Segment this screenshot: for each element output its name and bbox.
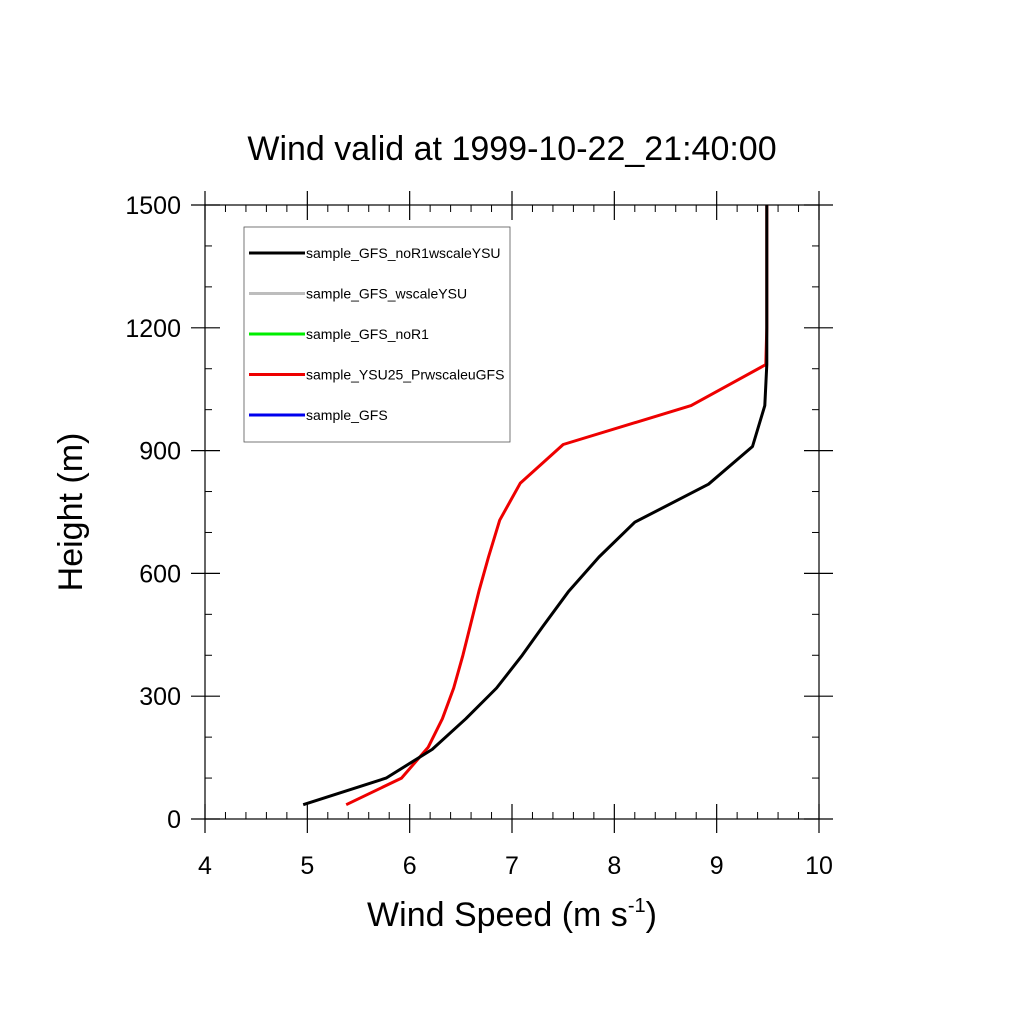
- x-axis-label-main: Wind Speed (m s: [367, 896, 628, 934]
- y-tick-labels: 0 300 600 900 1200 1500: [125, 192, 181, 834]
- legend-entries: sample_GFS_noR1wscaleYSU sample_GFS_wscal…: [249, 245, 504, 423]
- y-axis-label: Height (m): [52, 433, 90, 592]
- y-tick-label: 600: [139, 560, 181, 588]
- major-ticks: [191, 191, 833, 833]
- legend-label: sample_GFS_noR1: [306, 326, 429, 342]
- x-axis-label-superscript: -1: [628, 895, 646, 917]
- legend-label: sample_GFS_noR1wscaleYSU: [306, 245, 501, 261]
- x-tick-label: 8: [607, 852, 621, 880]
- x-tick-label: 5: [300, 852, 314, 880]
- series-lines: [302, 205, 769, 807]
- y-tick-label: 1500: [125, 192, 181, 220]
- x-tick-label: 4: [198, 852, 212, 880]
- y-tick-label: 900: [139, 438, 181, 466]
- y-tick-label: 1200: [125, 315, 181, 343]
- legend-label: sample_YSU25_PrwscaleuGFS: [306, 367, 504, 383]
- minor-ticks: [205, 205, 819, 819]
- x-tick-label: 6: [403, 852, 417, 880]
- legend-label: sample_GFS_wscaleYSU: [306, 286, 467, 302]
- chart-title: Wind valid at 1999-10-22_21:40:00: [247, 130, 776, 168]
- series-line-sample_GFS_noR1wscaleYSU: [302, 205, 769, 807]
- x-tick-label: 9: [710, 852, 724, 880]
- x-tick-label: 10: [805, 852, 833, 880]
- x-axis-label: Wind Speed (m s-1): [367, 895, 657, 934]
- legend: sample_GFS_noR1wscaleYSU sample_GFS_wscal…: [243, 226, 511, 443]
- y-tick-label: 300: [139, 683, 181, 711]
- x-tick-labels: 4 5 6 7 8 9 10: [198, 852, 833, 880]
- x-axis-label-suffix: ): [646, 896, 657, 934]
- legend-label: sample_GFS: [306, 407, 388, 423]
- x-tick-label: 7: [505, 852, 519, 880]
- y-tick-label: 0: [167, 806, 181, 834]
